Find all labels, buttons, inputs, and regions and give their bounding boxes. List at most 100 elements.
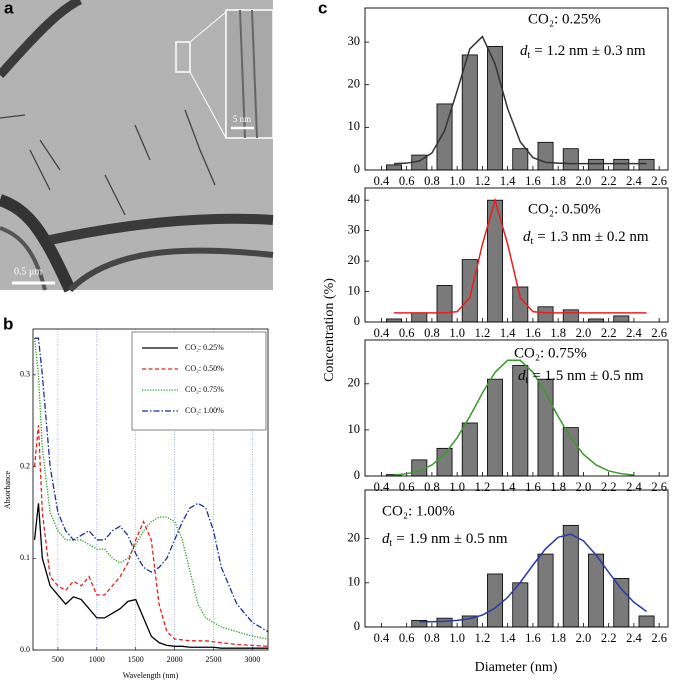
- line-series: [33, 503, 268, 649]
- x-tick-label: 2.6: [651, 174, 667, 188]
- bar: [588, 158, 605, 171]
- bar: [562, 148, 579, 171]
- y-axis-title: Absorbance: [3, 470, 12, 509]
- x-tick-label: 1.2: [475, 174, 491, 188]
- line-series: [33, 425, 268, 647]
- x-tick-label: 1.6: [525, 174, 541, 188]
- x-tick-label: 0.8: [424, 480, 440, 494]
- inset-tube: [239, 9, 258, 139]
- legend-label: CO₂: 0.50%: [185, 364, 224, 373]
- size-text: = 1.5 nm ± 0.5 nm: [532, 368, 644, 384]
- x-tick-label: 1.4: [500, 480, 516, 494]
- size-text: = 1.3 nm ± 0.2 nm: [537, 229, 649, 245]
- y-tick-label: 10: [348, 422, 361, 436]
- size-annotation: dt = 1.3 nm ± 0.2 nm: [523, 229, 649, 247]
- y-tick-label: 10: [348, 575, 361, 589]
- bar: [487, 378, 504, 477]
- x-tick-label: 2.0: [576, 480, 592, 494]
- x-tick-label: 1.0: [449, 174, 465, 188]
- symbol: d: [382, 531, 390, 547]
- size-annotation: dt = 1.9 nm ± 0.5 nm: [382, 531, 508, 549]
- zoom-line: [189, 71, 227, 139]
- bar: [386, 164, 403, 171]
- x-tick-label: 0.4: [374, 631, 390, 645]
- inset: [225, 9, 274, 139]
- y-axis-title: Concentration (%): [322, 278, 337, 382]
- annotation: CO₂: 0.75%: [514, 345, 587, 361]
- panel-b: 500 1000 1500 2000 2500 3000 0.0 0.1 0.2 0.3 Wavel…: [3, 328, 269, 680]
- x-tick-label: 0.4: [374, 480, 390, 494]
- x-tick-label: 0.4: [374, 174, 390, 188]
- x-tick-label: 1.4: [500, 174, 516, 188]
- x-tick-label: 0.6: [399, 326, 415, 340]
- bar: [562, 427, 579, 477]
- x-tick-label: 2.0: [576, 326, 592, 340]
- x-tick-label: 1.2: [475, 480, 491, 494]
- plot-frame: [364, 489, 669, 628]
- bar: [537, 306, 554, 323]
- bar: [436, 617, 453, 628]
- bar: [588, 553, 605, 628]
- x-tick-label: 1.4: [500, 631, 516, 645]
- symbol: d: [520, 43, 528, 59]
- bar: [588, 318, 605, 323]
- bar: [512, 148, 529, 171]
- x-tick-label: 2.4: [626, 631, 642, 645]
- panel-label: c: [318, 0, 327, 17]
- micrograph: 5 nm 0.5 μm: [0, 0, 274, 293]
- x-tick-label: 2.0: [576, 631, 592, 645]
- size-annotation: dt = 1.2 nm ± 0.3 nm: [520, 43, 646, 61]
- bar: [613, 158, 630, 171]
- x-tick-label: 2.6: [651, 631, 667, 645]
- annotation: CO₂: 0.50%: [528, 201, 601, 217]
- fit-curve: [394, 35, 647, 165]
- subscript: t: [526, 375, 529, 386]
- film-edge: [48, 213, 274, 245]
- zoom-line: [189, 11, 227, 43]
- x-tick-label: 0.8: [424, 631, 440, 645]
- y-tick-label: 40: [348, 192, 361, 206]
- x-tick-label: 3000: [244, 655, 260, 664]
- film-edge: [0, 0, 83, 78]
- crack: [0, 109, 216, 216]
- x-tick-label: 1.6: [525, 326, 541, 340]
- x-tick-label: 1.0: [449, 480, 465, 494]
- x-tick-label: 2.0: [576, 174, 592, 188]
- x-tick-label: 2.2: [601, 326, 617, 340]
- zoom-box: [175, 41, 191, 73]
- panel-label: a: [4, 0, 14, 17]
- y-tick-label: 0.0: [20, 645, 30, 654]
- size-annotation: dt = 1.5 nm ± 0.5 nm: [518, 368, 644, 386]
- fit-curve: [394, 197, 647, 314]
- x-tick-label: 1.8: [550, 174, 566, 188]
- symbol: d: [518, 368, 526, 384]
- bar: [386, 318, 403, 323]
- x-tick-label: 0.8: [424, 326, 440, 340]
- bar: [562, 524, 579, 628]
- x-tick-label: 1.2: [475, 326, 491, 340]
- bar: [638, 158, 655, 171]
- x-tick-label: 2.2: [601, 480, 617, 494]
- bar: [436, 447, 453, 477]
- x-tick-label: 2.4: [626, 174, 642, 188]
- bar: [436, 285, 453, 323]
- bar: [613, 577, 630, 628]
- legend-label: CO₂: 0.75%: [185, 385, 224, 394]
- film-edge: [67, 247, 274, 293]
- fit-curve: [393, 359, 634, 476]
- x-tick-label: 1.0: [449, 326, 465, 340]
- bar: [638, 615, 655, 628]
- x-tick-label: 0.6: [399, 631, 415, 645]
- bar: [537, 553, 554, 628]
- subscript: t: [531, 236, 534, 247]
- x-tick-label: 1.8: [550, 326, 566, 340]
- y-tick-label: 0: [354, 314, 360, 328]
- x-tick-label: 1000: [89, 655, 105, 664]
- x-tick-label: 1.6: [525, 631, 541, 645]
- bar: [562, 309, 579, 323]
- line-series: [33, 338, 268, 640]
- y-tick-label: 0.2: [20, 461, 30, 470]
- x-tick-label: 1.8: [550, 631, 566, 645]
- y-tick-label: 30: [348, 34, 361, 48]
